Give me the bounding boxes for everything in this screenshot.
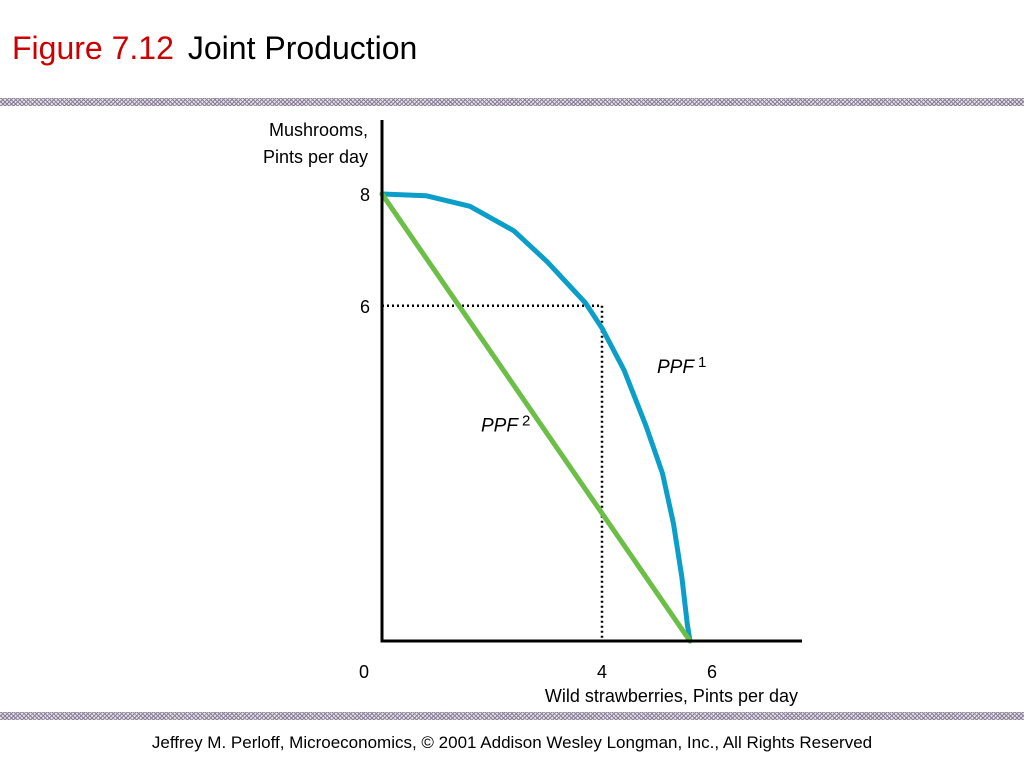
figure-title: Joint Production — [187, 30, 418, 66]
series-label-main: PPF — [657, 357, 695, 378]
series-label-superscript: 2 — [522, 412, 530, 429]
y-axis-label-line-1: Mushrooms, — [269, 120, 368, 140]
x-tick-label-6: 6 — [707, 662, 717, 682]
x-tick-label-0: 0 — [359, 662, 369, 682]
series-line-ppf2 — [379, 191, 693, 644]
top-divider-band — [0, 98, 1024, 106]
copyright-footer: Jeffrey M. Perloff, Microeconomics, © 20… — [151, 733, 873, 752]
figure-number: Figure 7.12 — [12, 30, 174, 66]
page-title: Figure 7.12 Joint Production — [12, 28, 417, 68]
series-label-ppf2: PPF 2 — [481, 412, 530, 436]
series-line-ppf1 — [379, 191, 693, 644]
series-label-ppf1: PPF 1 — [657, 354, 706, 378]
bottom-divider-band — [0, 712, 1024, 720]
y-tick-label-8: 8 — [360, 185, 370, 205]
x-axis-label: Wild strawberries, Pints per day — [545, 686, 798, 706]
y-axis-label-line-2: Pints per day — [263, 147, 368, 167]
x-tick-label-4: 4 — [597, 662, 607, 682]
series-label-superscript: 1 — [698, 354, 706, 371]
y-tick-label-6: 6 — [360, 297, 370, 317]
series-label-main: PPF — [481, 415, 519, 436]
